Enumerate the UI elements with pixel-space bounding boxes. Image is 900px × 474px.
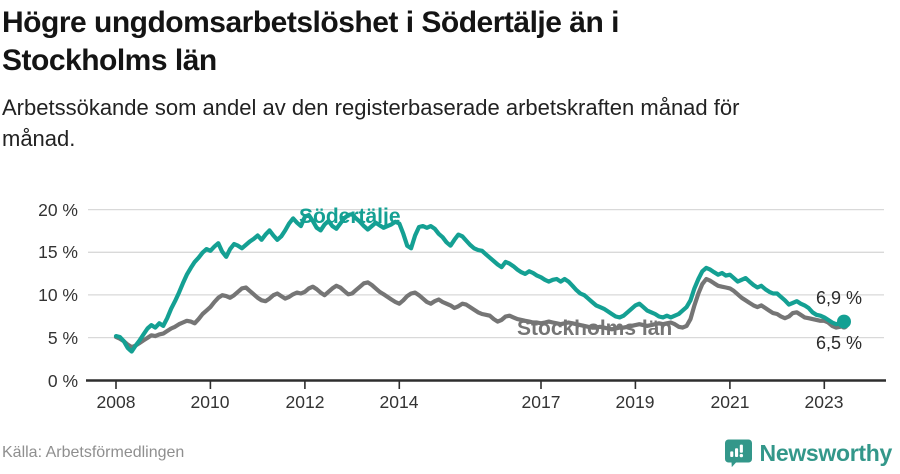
title-line-1: Högre ungdomsarbetslöshet i Södertälje ä…: [2, 6, 619, 39]
newsworthy-bar-chart-bubble-icon: [724, 439, 752, 468]
title-line-2: Stockholms län: [2, 44, 217, 77]
x-tick-2014: 2014: [379, 392, 419, 412]
x-tick-2008: 2008: [96, 392, 136, 412]
end-value-stockholm: 6,5 %: [816, 333, 863, 353]
source-note: Källa: Arbetsförmedlingen: [2, 444, 185, 461]
series-label-sodertalje: Södertälje: [299, 205, 401, 228]
y-tick-20: 20 %: [38, 199, 78, 220]
sodertalje-line: [113, 212, 847, 354]
y-tick-15: 15 %: [38, 242, 78, 263]
stockholm-line: [113, 276, 847, 350]
y-tick-10: 10 %: [38, 284, 78, 305]
x-tick-2019: 2019: [615, 392, 655, 412]
x-axis: [86, 379, 886, 389]
x-tick-2012: 2012: [285, 392, 325, 412]
brand-logo: Newsworthy: [724, 438, 892, 468]
y-tick-5: 5 %: [47, 327, 78, 348]
chart-subtitle: Arbetssökande som andel av den registerb…: [2, 95, 740, 151]
x-tick-2023: 2023: [804, 392, 844, 412]
x-tick-2017: 2017: [521, 392, 561, 412]
end-value-sodertalje: 6,9 %: [816, 288, 863, 308]
sodertalje-end-dot: [837, 314, 851, 329]
x-tick-2021: 2021: [710, 392, 750, 412]
gridlines: [88, 208, 884, 339]
x-tick-2010: 2010: [190, 392, 230, 412]
brand-name: Newsworthy: [759, 439, 893, 466]
page-title: Högre ungdomsarbetslöshet i Södertälje ä…: [2, 4, 762, 80]
series-label-stockholm: Stockholms län: [517, 317, 673, 340]
y-tick-0: 0 %: [47, 370, 78, 391]
